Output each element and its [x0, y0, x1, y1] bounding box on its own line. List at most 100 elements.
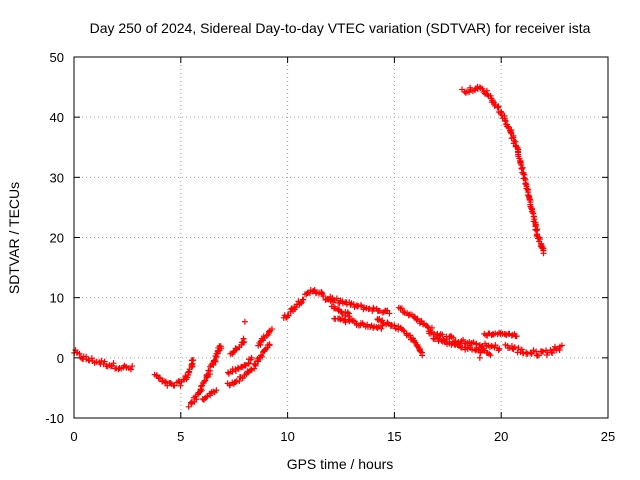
data-point [479, 85, 486, 92]
data-point [214, 350, 221, 357]
data-point [511, 344, 518, 351]
data-point [518, 346, 525, 353]
data-point [201, 378, 208, 385]
data-point [492, 101, 499, 108]
data-point [198, 383, 205, 390]
y-tick-label: -10 [45, 411, 64, 426]
chart-title: Day 250 of 2024, Sidereal Day-to-day VTE… [90, 20, 591, 36]
data-point [177, 382, 184, 389]
data-point [496, 345, 503, 352]
data-point [240, 335, 247, 342]
x-tick-label: 5 [177, 429, 184, 444]
data-point [450, 334, 457, 341]
data-point [255, 358, 262, 365]
data-point [498, 112, 505, 119]
data-point [258, 352, 265, 359]
data-point [400, 327, 407, 334]
x-axis-label: GPS time / hours [287, 456, 394, 472]
y-tick-label: 40 [50, 110, 64, 125]
data-point [350, 301, 357, 308]
data-point [333, 295, 340, 302]
y-tick-label: 0 [57, 351, 64, 366]
x-tick-label: 25 [601, 429, 615, 444]
data-point [101, 358, 108, 365]
data-point [486, 350, 493, 357]
data-point [344, 309, 351, 316]
x-tick-label: 10 [280, 429, 294, 444]
data-point [285, 312, 292, 319]
data-point [551, 343, 558, 350]
data-point [535, 352, 542, 359]
y-axis-label: SDTVAR / TECUs [6, 182, 22, 294]
y-tick-label: 10 [50, 291, 64, 306]
data-point [236, 377, 243, 384]
data-point [530, 347, 537, 354]
data-point [162, 378, 169, 385]
data-point [460, 336, 467, 343]
data-point [185, 403, 192, 410]
data-point [441, 337, 448, 344]
data-point [358, 302, 365, 309]
data-point [473, 340, 480, 347]
data-point [193, 396, 200, 403]
data-point [476, 354, 483, 361]
data-point [446, 338, 453, 345]
data-point [241, 362, 248, 369]
data-point [241, 318, 248, 325]
y-tick-label: 50 [50, 50, 64, 65]
plot-frame [73, 56, 609, 419]
data-point [248, 354, 255, 361]
data-point [320, 292, 327, 299]
data-point [129, 363, 136, 370]
data-point [515, 344, 522, 351]
data-point [495, 103, 502, 110]
y-tick-labels: -10 0 10 20 30 40 50 [45, 50, 64, 426]
data-point [513, 333, 520, 340]
x-tick-label: 15 [387, 429, 401, 444]
x-tick-label: 20 [494, 429, 508, 444]
data-point [115, 366, 122, 373]
data-point [549, 350, 556, 357]
data-point [494, 104, 501, 111]
data-point [189, 357, 196, 364]
data-point [386, 310, 393, 317]
data-point [98, 357, 105, 364]
data-point [241, 339, 248, 346]
data-point [462, 89, 469, 96]
data-point [266, 341, 273, 348]
data-point [413, 316, 420, 323]
y-tick-label: 30 [50, 170, 64, 185]
x-tick-labels: 0 5 10 15 20 25 [70, 429, 615, 444]
data-point [300, 296, 307, 303]
data-point [346, 313, 353, 320]
data-point [501, 117, 508, 124]
data-point [187, 399, 194, 406]
data-points [71, 83, 565, 410]
data-point [379, 322, 386, 329]
data-point [204, 371, 211, 378]
data-point [418, 317, 425, 324]
data-point [239, 375, 246, 382]
data-point [76, 350, 83, 357]
data-point [419, 352, 426, 359]
data-point [543, 351, 550, 358]
data-point [297, 300, 304, 307]
data-point [225, 369, 232, 376]
data-point [487, 352, 494, 359]
grid-lines [73, 56, 609, 419]
data-point [521, 175, 528, 182]
data-point [259, 353, 266, 360]
data-point [213, 387, 220, 394]
data-point [232, 379, 239, 386]
data-point [252, 361, 259, 368]
data-point [207, 392, 214, 399]
data-point [218, 345, 225, 352]
data-point [171, 382, 178, 389]
data-point [197, 387, 204, 394]
data-point [385, 320, 392, 327]
data-point [498, 108, 505, 115]
data-point [110, 360, 117, 367]
data-point [292, 304, 299, 311]
data-point [487, 92, 494, 99]
